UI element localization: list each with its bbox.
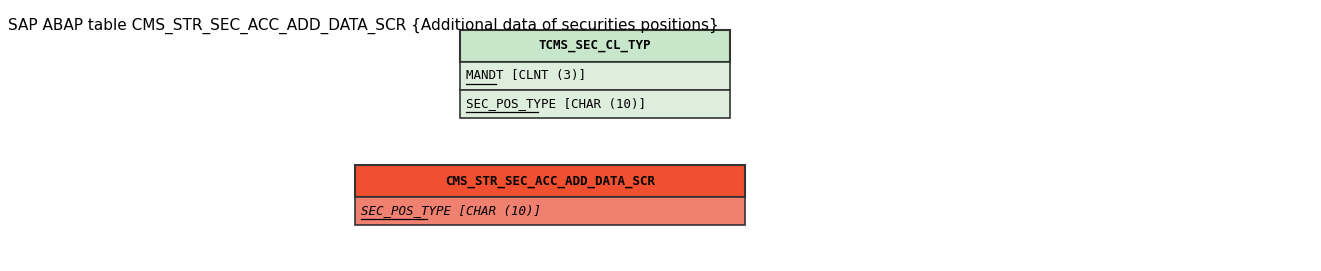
Text: SEC_POS_TYPE [CHAR (10)]: SEC_POS_TYPE [CHAR (10)]	[361, 205, 542, 218]
Bar	[355, 197, 745, 225]
Bar	[460, 30, 731, 62]
Bar	[460, 62, 731, 90]
Text: MANDT [CLNT (3)]: MANDT [CLNT (3)]	[466, 69, 587, 82]
Bar	[355, 165, 745, 197]
Text: SEC_POS_TYPE [CHAR (10)]: SEC_POS_TYPE [CHAR (10)]	[466, 98, 646, 111]
Text: CMS_STR_SEC_ACC_ADD_DATA_SCR: CMS_STR_SEC_ACC_ADD_DATA_SCR	[445, 175, 655, 188]
Text: TCMS_SEC_CL_TYP: TCMS_SEC_CL_TYP	[539, 40, 651, 53]
Bar	[460, 90, 731, 118]
Text: SAP ABAP table CMS_STR_SEC_ACC_ADD_DATA_SCR {Additional data of securities posit: SAP ABAP table CMS_STR_SEC_ACC_ADD_DATA_…	[8, 18, 719, 34]
